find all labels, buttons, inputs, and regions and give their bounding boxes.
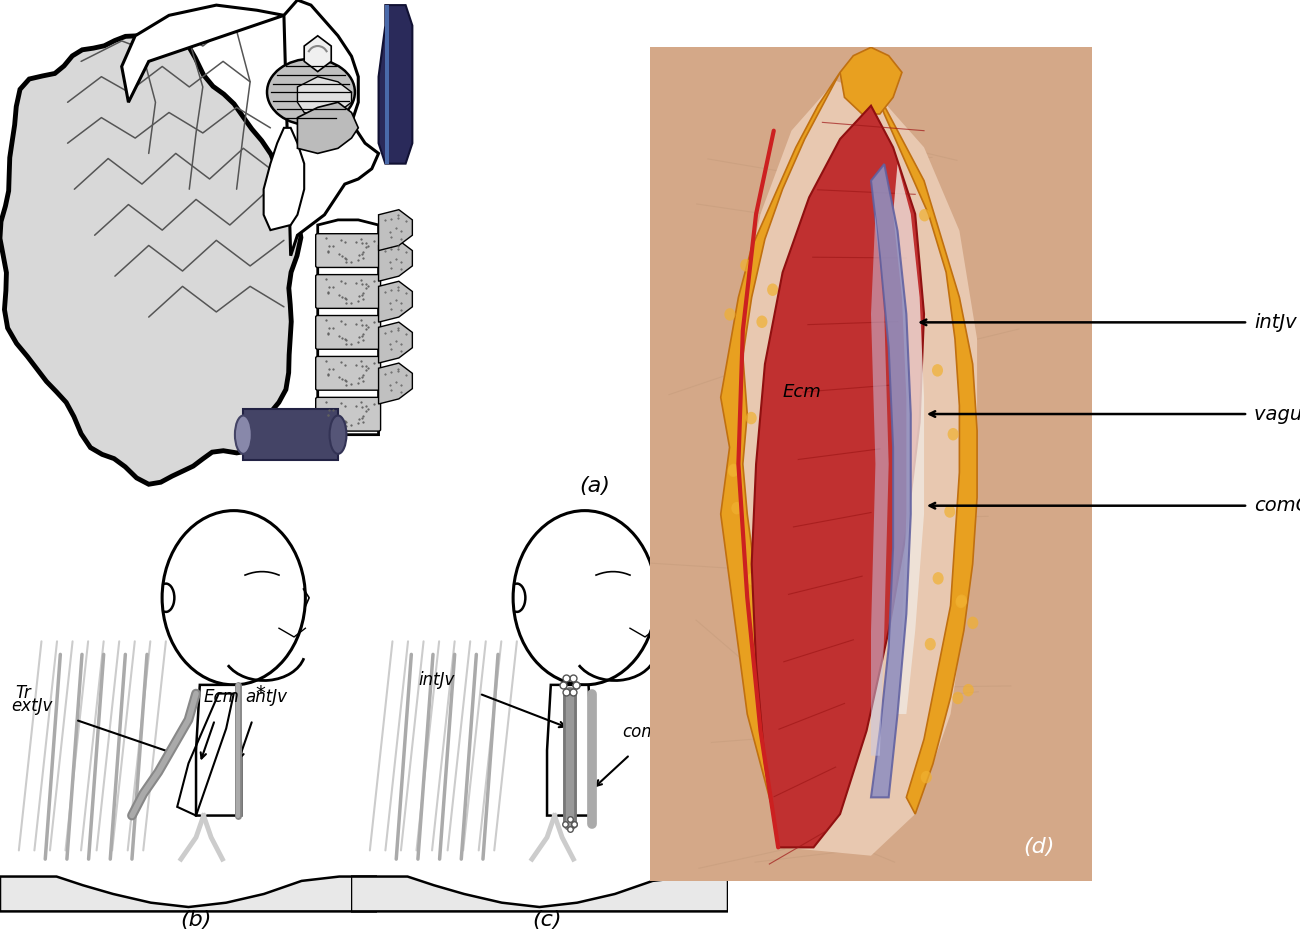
Polygon shape — [871, 164, 911, 797]
Ellipse shape — [732, 502, 742, 514]
Text: vagus n.: vagus n. — [1254, 404, 1300, 423]
Polygon shape — [871, 214, 889, 756]
Text: comCa: comCa — [1254, 496, 1300, 515]
Polygon shape — [840, 47, 902, 114]
FancyBboxPatch shape — [316, 398, 381, 431]
Polygon shape — [264, 128, 304, 230]
Polygon shape — [298, 102, 359, 153]
Text: intJv: intJv — [419, 670, 455, 688]
Polygon shape — [547, 685, 593, 815]
Polygon shape — [378, 281, 412, 322]
Ellipse shape — [772, 552, 783, 565]
Polygon shape — [729, 80, 978, 856]
Ellipse shape — [924, 638, 936, 651]
Polygon shape — [378, 322, 412, 363]
Text: Ecm: Ecm — [783, 384, 822, 402]
Text: Tr: Tr — [16, 684, 31, 702]
Polygon shape — [351, 877, 728, 911]
Polygon shape — [317, 220, 378, 435]
Polygon shape — [243, 409, 338, 460]
Polygon shape — [122, 5, 283, 102]
Polygon shape — [378, 363, 412, 404]
Text: extJv: extJv — [12, 697, 53, 715]
Ellipse shape — [724, 308, 736, 321]
Ellipse shape — [746, 573, 758, 585]
Text: intJv: intJv — [1254, 313, 1297, 331]
Text: (c): (c) — [532, 910, 562, 930]
FancyBboxPatch shape — [316, 234, 381, 267]
Polygon shape — [0, 877, 377, 911]
FancyBboxPatch shape — [316, 315, 381, 349]
Ellipse shape — [767, 283, 779, 296]
Ellipse shape — [728, 465, 738, 477]
Text: (b): (b) — [181, 910, 212, 930]
Text: comCa: comCa — [623, 724, 680, 742]
Ellipse shape — [757, 315, 767, 328]
Ellipse shape — [330, 416, 346, 454]
Polygon shape — [0, 32, 300, 484]
Polygon shape — [304, 36, 332, 72]
Polygon shape — [283, 0, 378, 256]
Ellipse shape — [162, 510, 306, 685]
Polygon shape — [720, 72, 840, 848]
Text: (a): (a) — [580, 475, 610, 496]
Polygon shape — [378, 241, 412, 281]
Polygon shape — [875, 89, 978, 814]
Ellipse shape — [775, 563, 785, 576]
Ellipse shape — [932, 364, 942, 377]
Ellipse shape — [919, 209, 929, 222]
Ellipse shape — [740, 259, 751, 272]
Text: (d): (d) — [1023, 837, 1054, 857]
Ellipse shape — [944, 506, 956, 518]
FancyBboxPatch shape — [316, 275, 381, 309]
Ellipse shape — [514, 510, 656, 685]
Ellipse shape — [956, 595, 967, 607]
Ellipse shape — [948, 428, 958, 440]
Ellipse shape — [759, 616, 770, 629]
Polygon shape — [893, 164, 924, 714]
Ellipse shape — [953, 691, 963, 705]
Ellipse shape — [956, 596, 966, 608]
Polygon shape — [378, 5, 412, 164]
Ellipse shape — [746, 412, 757, 424]
Ellipse shape — [920, 771, 932, 783]
Polygon shape — [751, 106, 924, 848]
Ellipse shape — [266, 59, 355, 125]
Polygon shape — [196, 685, 242, 815]
Ellipse shape — [963, 684, 974, 696]
Ellipse shape — [235, 416, 252, 454]
Text: antJv: antJv — [244, 688, 287, 706]
Ellipse shape — [932, 572, 944, 584]
Ellipse shape — [967, 616, 979, 629]
Polygon shape — [378, 209, 412, 251]
Ellipse shape — [728, 464, 740, 476]
FancyBboxPatch shape — [316, 356, 381, 390]
Polygon shape — [385, 5, 389, 164]
Polygon shape — [650, 47, 1092, 881]
Text: *: * — [255, 684, 265, 703]
Text: Ecm: Ecm — [204, 688, 239, 706]
Polygon shape — [298, 77, 351, 117]
